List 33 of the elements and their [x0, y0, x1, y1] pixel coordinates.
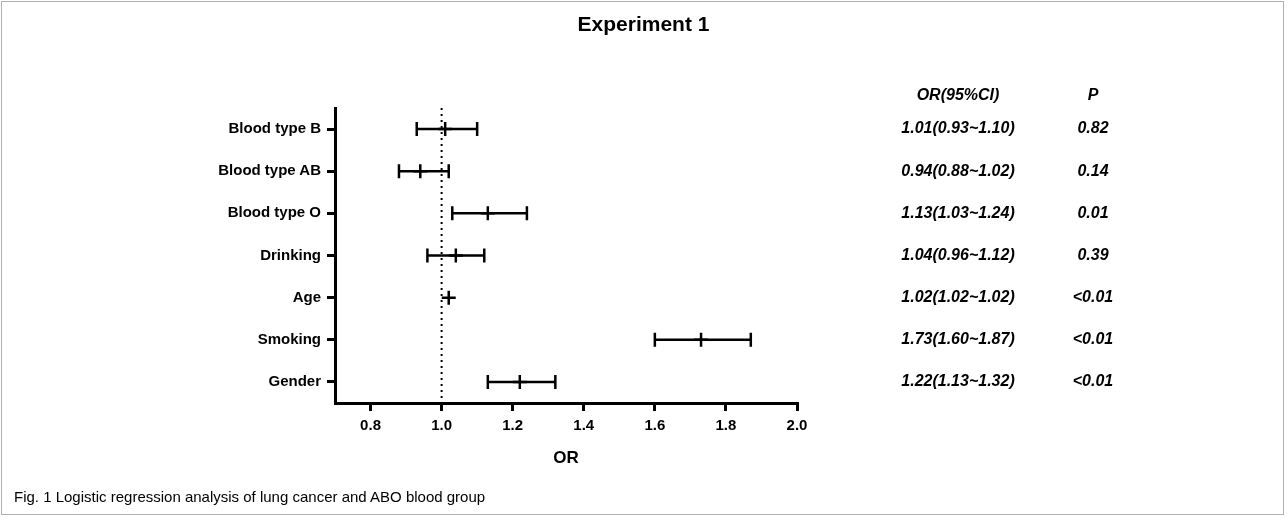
text: OR(95%CI): [916, 86, 1000, 104]
text: <0.01: [1072, 372, 1114, 390]
text: P: [1087, 86, 1099, 104]
x-tick-label: 1.6: [644, 416, 666, 434]
y-tick-label: Smoking: [257, 329, 321, 347]
x-axis-title: OR: [553, 448, 579, 468]
x-tick-label: 1.8: [715, 416, 737, 434]
y-tick-label: Blood type O: [227, 203, 322, 221]
y-tick-label: Age: [292, 287, 321, 305]
x-tick-label: 1.2: [502, 416, 524, 434]
data-label: 0.94(0.88~1.02): [901, 161, 1015, 179]
x-tick-label: 1.4: [573, 416, 595, 434]
x-tick-label: 2.0: [786, 416, 808, 434]
y-tick-label: Blood type B: [228, 119, 322, 137]
data-label: 1.04(0.96~1.12): [901, 245, 1015, 263]
data-label: 1.01(0.93~1.10): [901, 119, 1015, 137]
data-label: 1.13(1.03~1.24): [901, 203, 1015, 221]
x-tick-label: 1.0: [431, 416, 453, 434]
text: 0.14: [1077, 161, 1109, 179]
text: 0.39: [1077, 245, 1109, 263]
y-tick-label: Drinking: [260, 245, 321, 263]
data-label: 1.73(1.60~1.87): [901, 330, 1015, 348]
x-tick-label: 0.8: [360, 416, 381, 434]
text: 0.01: [1077, 203, 1109, 221]
y-tick-label: Gender: [268, 372, 322, 390]
text: <0.01: [1072, 330, 1114, 348]
data-label: 1.22(1.13~1.32): [901, 372, 1015, 390]
chart-title: Experiment 1: [576, 12, 711, 36]
y-tick-label: Blood type AB: [218, 161, 322, 179]
text: 0.82: [1077, 119, 1109, 137]
data-label: 1.02(1.02~1.02): [901, 288, 1015, 306]
caption: Fig. 1 Logistic regression analysis of lung cancer and ABO blood group: [14, 488, 486, 505]
text: <0.01: [1072, 288, 1114, 306]
